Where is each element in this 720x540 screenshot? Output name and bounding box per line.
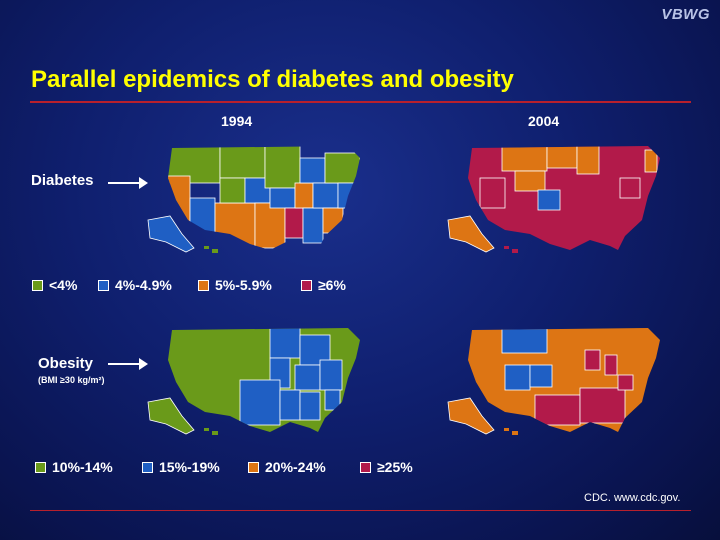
legend-label: 4%-4.9% [115,277,172,293]
map-obesity-1994 [147,328,360,435]
legend-diabetes-6-plus: ≥6% [301,277,346,293]
footer-divider [30,510,691,511]
legend-label: 10%-14% [52,459,113,475]
map-obesity-2004 [447,328,660,435]
legend-obesity-10-14: 10%-14% [35,459,113,475]
legend-label: 15%-19% [159,459,220,475]
legend-swatch [360,461,371,473]
arrow-obesity [108,358,148,370]
legend-label: <4% [49,277,78,293]
brand-logo: VBWG [661,6,710,23]
legend-label: ≥6% [318,277,346,293]
legend-swatch [35,461,46,473]
legend-swatch [248,461,259,473]
legend-swatch [32,279,43,291]
year-label-2004: 2004 [528,113,560,129]
map-diabetes-2004 [447,146,660,253]
row-label-obesity: Obesity [38,355,94,372]
legend-diabetes-4-4.9: 4%-4.9% [98,277,172,293]
obesity-bmi-note: (BMI ≥30 kg/m²) [38,375,105,385]
title-divider [30,101,691,103]
legend-swatch [98,279,109,291]
legend-obesity-25-plus: ≥25% [360,459,413,475]
legend-swatch [301,279,312,291]
legend-diabetes-5-5.9: 5%-5.9% [198,277,272,293]
source-citation: CDC. www.cdc.gov. [584,492,681,504]
legend-swatch [198,279,209,291]
legend-obesity-20-24: 20%-24% [248,459,326,475]
row-label-diabetes: Diabetes [31,172,94,189]
legend-label: 20%-24% [265,459,326,475]
legend-diabetes-under-4: <4% [32,277,77,293]
year-label-1994: 1994 [221,113,253,129]
slide-title: Parallel epidemics of diabetes and obesi… [31,66,514,93]
legend-label: 5%-5.9% [215,277,272,293]
map-diabetes-1994 [147,146,360,253]
legend-swatch [142,461,153,473]
legend-label: ≥25% [377,459,413,475]
arrow-diabetes [108,177,148,189]
legend-obesity-15-19: 15%-19% [142,459,220,475]
